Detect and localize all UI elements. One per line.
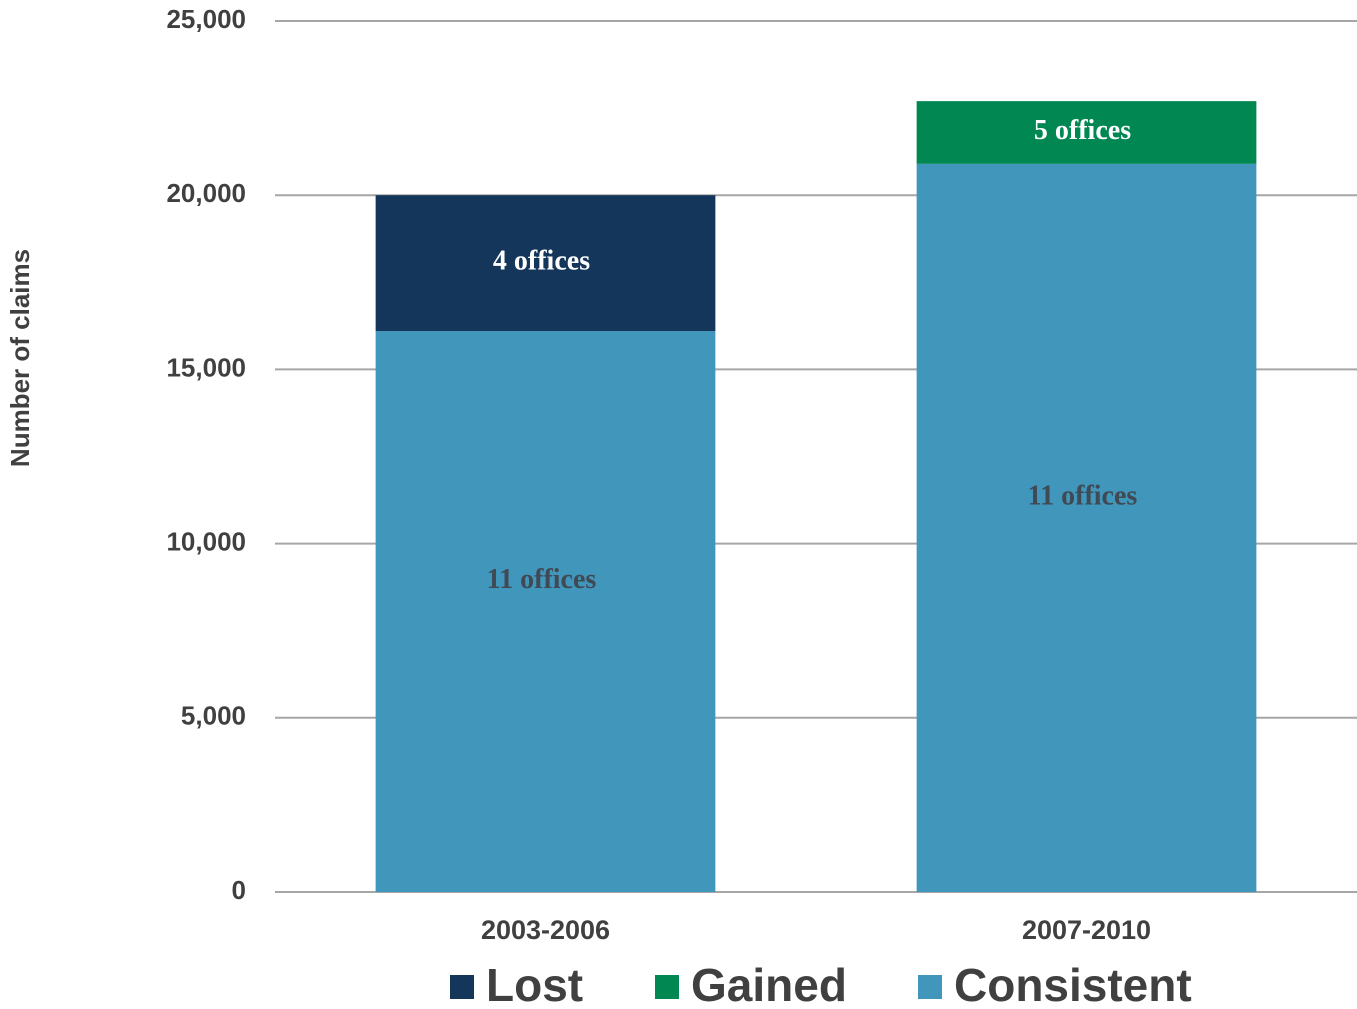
y-axis-label: Number of claims xyxy=(5,249,35,467)
legend-label: Consistent xyxy=(954,959,1192,1009)
y-tick-label: 25,000 xyxy=(166,4,246,34)
y-tick-label: 10,000 xyxy=(166,526,246,556)
legend-label: Lost xyxy=(486,959,583,1009)
data-label: 5 offices xyxy=(1034,115,1131,146)
y-tick-label: 20,000 xyxy=(166,178,246,208)
legend-swatch xyxy=(450,975,474,999)
y-tick-label: 15,000 xyxy=(166,352,246,382)
legend-swatch xyxy=(655,975,679,999)
data-label: 11 offices xyxy=(1028,480,1138,511)
y-tick-label: 5,000 xyxy=(181,701,246,731)
bar-segment xyxy=(916,101,1257,164)
bar-segment xyxy=(375,331,716,892)
x-tick-label: 2003-2006 xyxy=(481,915,610,945)
legend-swatch xyxy=(918,975,942,999)
bar-segment xyxy=(375,195,716,332)
bar-segment xyxy=(916,163,1257,892)
y-tick-label: 0 xyxy=(232,875,246,905)
data-label: 11 offices xyxy=(487,564,597,595)
data-label: 4 offices xyxy=(493,246,590,277)
x-tick-label: 2007-2010 xyxy=(1022,915,1151,945)
legend-label: Gained xyxy=(691,959,847,1009)
